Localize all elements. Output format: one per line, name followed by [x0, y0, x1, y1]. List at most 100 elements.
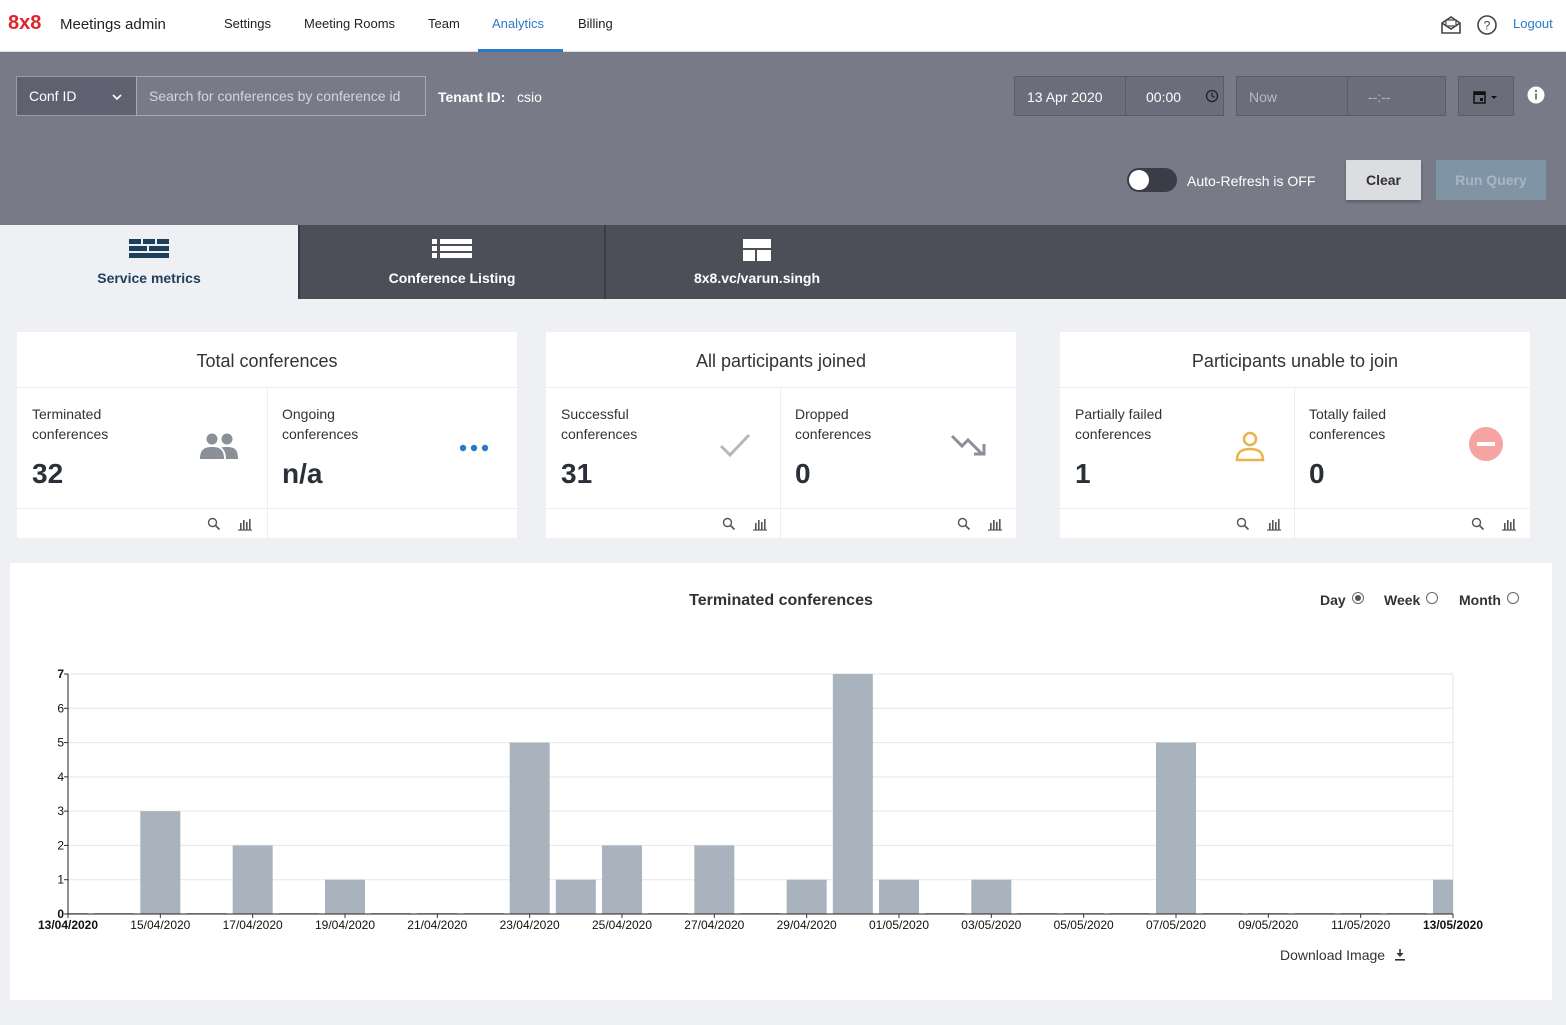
terminated-conferences-chart: 0 1 2 3 4 5 6 7 13/04/2020 15/04/2020 17/04/2020 19…	[38, 667, 1483, 932]
download-icon	[1394, 949, 1405, 961]
help-icon[interactable]: ?	[1476, 14, 1498, 36]
bar	[555, 879, 596, 914]
x-tick-label: 25/04/2020	[592, 918, 652, 932]
metric-label: Dropped conferences	[795, 406, 872, 442]
tab-divider	[604, 225, 606, 299]
download-image-link[interactable]: Download Image	[1280, 947, 1405, 963]
metric-tools	[957, 517, 1003, 536]
tab-label: Service metrics	[97, 270, 201, 286]
bar-chart-icon[interactable]	[1266, 517, 1282, 531]
end-date-field[interactable]: Now	[1236, 76, 1348, 116]
toggle-knob	[1129, 170, 1149, 190]
dots-icon	[459, 440, 489, 458]
x-tick-label: 07/05/2020	[1146, 918, 1206, 932]
search-icon[interactable]	[1471, 517, 1485, 531]
metric-label: Partially failed conferences	[1075, 406, 1163, 442]
logout-link[interactable]: Logout	[1513, 16, 1553, 31]
clear-button[interactable]: Clear	[1346, 160, 1421, 200]
x-tick-label: 19/04/2020	[315, 918, 375, 932]
x-tick-label: 17/04/2020	[223, 918, 283, 932]
search-icon[interactable]	[1236, 517, 1250, 531]
bar	[509, 742, 550, 914]
metric-label: Successful conferences	[561, 406, 638, 442]
auto-refresh-toggle[interactable]	[1127, 168, 1177, 192]
search-icon[interactable]	[207, 517, 221, 531]
tab-label: 8x8.vc/varun.singh	[693, 270, 821, 286]
radio-label: Month	[1459, 592, 1501, 608]
brand-logo[interactable]: 8x8	[8, 12, 42, 34]
nav-analytics[interactable]: Analytics	[492, 16, 545, 31]
end-time-field[interactable]: --:--	[1347, 76, 1446, 116]
card-title: Participants unable to join	[1191, 351, 1399, 371]
radio-icon[interactable]	[1426, 592, 1439, 604]
search-icon[interactable]	[722, 517, 736, 531]
download-label: Download Image	[1280, 947, 1386, 963]
tab-user-room[interactable]: 8x8.vc/varun.singh	[606, 225, 908, 299]
divider	[1294, 388, 1295, 538]
info-icon[interactable]	[1527, 86, 1545, 109]
nav-meeting-rooms[interactable]: Meeting Rooms	[304, 16, 396, 31]
bar	[786, 879, 827, 914]
bar-chart-icon[interactable]	[1501, 517, 1517, 531]
radio-icon[interactable]	[1506, 592, 1519, 604]
tab-label: Conference Listing	[388, 270, 516, 286]
conference-search-input[interactable]	[136, 76, 426, 116]
start-time-value: 00:00	[1146, 89, 1182, 105]
search-type-select[interactable]: Conf ID	[16, 76, 137, 116]
granularity-week-option[interactable]: Week	[1384, 592, 1439, 608]
metric-value: 0	[1309, 458, 1325, 489]
y-tick-label: 3	[57, 804, 64, 818]
totally-failed-conferences-metric[interactable]: Totally failed conferences 0	[1294, 388, 1530, 508]
radio-selected-icon[interactable]	[1351, 592, 1364, 604]
bar	[971, 879, 1012, 914]
active-nav-indicator	[478, 49, 563, 52]
bar	[1156, 742, 1196, 914]
divider	[17, 508, 517, 509]
nav-settings[interactable]: Settings	[224, 16, 271, 31]
search-icon[interactable]	[957, 517, 971, 531]
bar-chart-icon[interactable]	[237, 517, 253, 531]
tab-conference-listing[interactable]: Conference Listing	[300, 225, 604, 299]
search-type-value: Conf ID	[29, 88, 77, 104]
y-tick-label: 7	[57, 667, 64, 681]
top-nav: 8x8 Meetings admin Settings Meeting Room…	[0, 0, 1566, 52]
radio-label: Week	[1384, 592, 1421, 608]
run-query-button[interactable]: Run Query	[1436, 160, 1546, 200]
radio-label: Day	[1320, 592, 1346, 608]
nav-billing[interactable]: Billing	[578, 16, 613, 31]
divider	[1060, 508, 1530, 509]
x-tick-label: 21/04/2020	[407, 918, 467, 932]
x-tick-label: 29/04/2020	[777, 918, 837, 932]
calendar-dropdown-button[interactable]	[1458, 76, 1514, 116]
successful-conferences-metric[interactable]: Successful conferences 31	[546, 388, 780, 508]
bar	[602, 845, 642, 914]
minus-circle-icon	[1468, 426, 1504, 467]
tab-service-metrics[interactable]: Service metrics	[0, 225, 298, 299]
metric-value: 1	[1075, 458, 1091, 489]
x-tick-label: 11/05/2020	[1331, 918, 1390, 932]
dropped-conferences-metric[interactable]: Dropped conferences 0	[780, 388, 1016, 508]
tab-divider	[298, 225, 300, 299]
y-tick-label: 1	[57, 873, 64, 887]
partially-failed-conferences-metric[interactable]: Partially failed conferences 1	[1060, 388, 1294, 508]
granularity-month-option[interactable]: Month	[1459, 592, 1519, 608]
x-tick-label: 23/04/2020	[500, 918, 560, 932]
metric-value: 31	[561, 458, 593, 489]
start-date-field[interactable]: 13 Apr 2020	[1014, 76, 1126, 116]
query-bar: Conf ID Tenant ID: csio 13 Apr 2020 00:0…	[0, 52, 1566, 225]
ongoing-conferences-metric[interactable]: Ongoing conferences n/a	[267, 388, 517, 508]
divider	[780, 388, 781, 538]
view-tabs: Service metrics Conference Listing 8x8.v…	[0, 225, 1566, 299]
mail-icon[interactable]	[1440, 14, 1462, 36]
terminated-conferences-metric[interactable]: Terminated conferences 32	[17, 388, 267, 508]
start-time-field[interactable]: 00:00	[1125, 76, 1224, 116]
bar-chart-icon[interactable]	[987, 517, 1003, 531]
bar	[325, 879, 365, 914]
granularity-day-option[interactable]: Day	[1320, 592, 1364, 608]
divider	[1060, 387, 1530, 388]
x-tick-label: 15/04/2020	[130, 918, 190, 932]
nav-team[interactable]: Team	[428, 16, 460, 31]
chart-title: Terminated conferences	[689, 592, 873, 609]
all-participants-joined-card: All participants joined Successful confe…	[546, 332, 1016, 538]
bar-chart-icon[interactable]	[752, 517, 768, 531]
